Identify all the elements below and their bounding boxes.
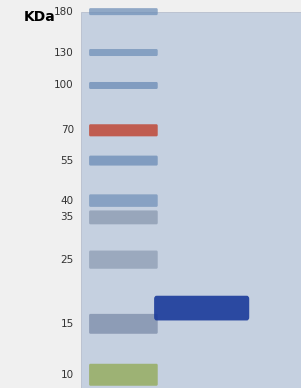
FancyBboxPatch shape [89,156,158,166]
FancyBboxPatch shape [89,82,158,89]
Text: KDa: KDa [23,10,55,24]
FancyBboxPatch shape [89,49,158,56]
FancyBboxPatch shape [89,124,158,136]
Text: 15: 15 [61,319,74,329]
Text: 10: 10 [61,370,74,380]
Text: 25: 25 [61,255,74,265]
FancyBboxPatch shape [89,364,158,386]
Text: 100: 100 [54,80,74,90]
FancyBboxPatch shape [89,210,158,224]
Text: 35: 35 [61,212,74,222]
FancyBboxPatch shape [154,296,249,320]
Text: 130: 130 [54,47,74,57]
Text: 55: 55 [61,156,74,166]
FancyBboxPatch shape [89,251,158,269]
FancyBboxPatch shape [81,12,301,388]
FancyBboxPatch shape [89,8,158,15]
FancyBboxPatch shape [89,194,158,207]
Text: 40: 40 [61,196,74,206]
Text: 180: 180 [54,7,74,17]
Text: 70: 70 [61,125,74,135]
FancyBboxPatch shape [89,314,158,334]
